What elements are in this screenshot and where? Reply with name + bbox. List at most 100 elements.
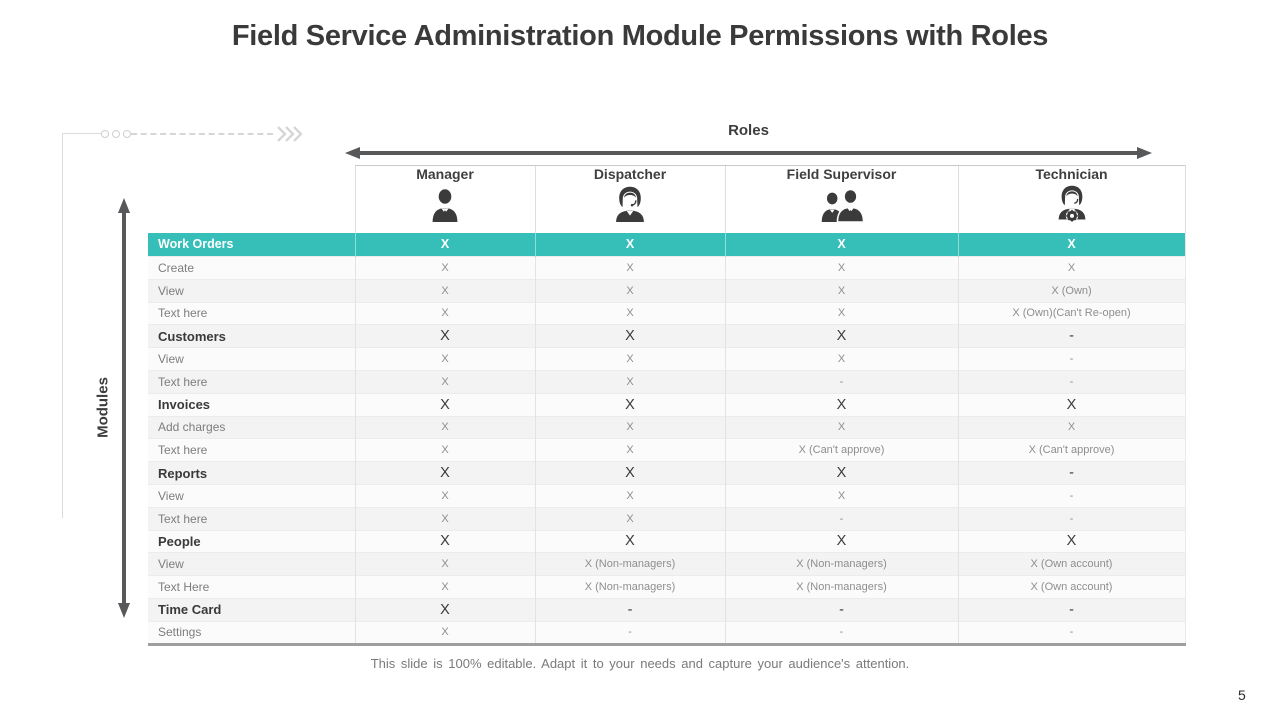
permission-cell: X [724, 415, 958, 439]
table-row: Customers X X X - [148, 324, 1186, 348]
row-label: Customers [148, 324, 355, 348]
permission-cell: X (Non-managers) [724, 575, 958, 599]
decorative-dashed-line [131, 133, 273, 135]
decorative-bracket-line [62, 133, 103, 518]
permission-cell: X (Non-managers) [534, 552, 725, 576]
row-label: Time Card [148, 597, 355, 622]
permission-cell: - [957, 369, 1186, 394]
permission-cell: X (Can't approve) [724, 438, 958, 462]
permission-cell: X [534, 415, 725, 439]
permission-cell: X [354, 347, 535, 371]
permission-cell: X [957, 232, 1186, 257]
row-label: People [148, 529, 355, 553]
column-label: Technician [1035, 166, 1108, 182]
column-label: Dispatcher [593, 166, 667, 182]
table-row: View X X X - [148, 483, 1186, 508]
column-label: Field Supervisor [786, 166, 897, 182]
table-row: Invoices X X X X [148, 392, 1186, 417]
permission-cell: X [534, 483, 725, 508]
permission-cell: X [354, 256, 535, 280]
permission-cell: X [957, 256, 1186, 280]
permission-cell: X [534, 256, 725, 280]
table-row: View X X X X (Own) [148, 278, 1186, 303]
permission-cell: X [724, 232, 958, 257]
permission-cell: - [724, 597, 958, 622]
decorative-circle [123, 130, 131, 138]
table-row: Work Orders X X X X [148, 232, 1186, 257]
column-header-dispatcher: Dispatcher [534, 165, 725, 233]
manager-icon [356, 182, 535, 222]
permission-cell: X (Own) [957, 278, 1186, 303]
permission-cell: X [354, 392, 535, 417]
permission-cell: X (Own)(Can't Re-open) [957, 301, 1186, 325]
permission-cell: X [534, 347, 725, 371]
row-label: Text Here [148, 575, 355, 599]
permission-cell: X [957, 392, 1186, 417]
column-header-field-supervisor: Field Supervisor [724, 165, 958, 233]
permission-cell: X (Own account) [957, 575, 1186, 599]
permission-cell: X [724, 347, 958, 371]
permission-cell: X [354, 301, 535, 325]
permission-cell: X (Non-managers) [724, 552, 958, 576]
field-supervisor-icon [726, 182, 958, 222]
row-label: Invoices [148, 392, 355, 417]
table-row: People X X X X [148, 529, 1186, 553]
row-label: Text here [148, 301, 355, 325]
table-row: Create X X X X [148, 256, 1186, 280]
table-row: View X X (Non-managers) X (Non-managers) X (… [148, 552, 1186, 576]
row-label: Text here [148, 438, 355, 462]
permission-cell: X [534, 461, 725, 485]
permission-cell: - [724, 506, 958, 531]
permission-cell: - [957, 483, 1186, 508]
row-label: Text here [148, 369, 355, 394]
roles-axis-label: Roles [728, 122, 769, 139]
roles-double-arrow [345, 147, 1152, 159]
corner-cell [148, 166, 355, 233]
permission-cell: X [354, 232, 535, 257]
permission-cell: X [534, 278, 725, 303]
table-row: Reports X X X - [148, 461, 1186, 485]
permission-cell: X [354, 461, 535, 485]
permission-cell: X (Non-managers) [534, 575, 725, 599]
permission-cell: - [957, 620, 1186, 645]
row-label: Settings [148, 620, 355, 645]
permission-cell: - [534, 597, 725, 622]
decorative-circle [101, 130, 109, 138]
modules-double-arrow [118, 198, 130, 618]
row-label: View [148, 552, 355, 576]
row-label: Add charges [148, 415, 355, 439]
permission-cell: X [724, 324, 958, 348]
row-label: Create [148, 256, 355, 280]
page-number: 5 [1238, 687, 1246, 703]
permission-cell: X [354, 415, 535, 439]
permission-cell: X (Own account) [957, 552, 1186, 576]
permission-cell: - [534, 620, 725, 645]
permission-cell: X [724, 483, 958, 508]
table-row: Text here X X X X (Own)(Can't Re-open) [148, 301, 1186, 325]
table-row: Settings X - - - [148, 620, 1186, 645]
permission-cell: X [354, 278, 535, 303]
permission-cell: X [354, 369, 535, 394]
permission-cell: X [534, 232, 725, 257]
row-label: View [148, 347, 355, 371]
table-row: Text here X X X (Can't approve) X (Can't app… [148, 438, 1186, 462]
row-label: View [148, 483, 355, 508]
column-header-row: Manager Dispatcher Field Supervisor Technic… [148, 165, 1186, 233]
table-row: Text Here X X (Non-managers) X (Non-manager… [148, 575, 1186, 599]
permission-cell: - [957, 506, 1186, 531]
permission-cell: X [724, 301, 958, 325]
permission-cell: X [724, 461, 958, 485]
permission-cell: X [724, 392, 958, 417]
permission-cell: X [534, 324, 725, 348]
dispatcher-icon [536, 182, 725, 222]
permission-cell: X [534, 438, 725, 462]
permission-cell: X [354, 438, 535, 462]
permission-cell: X [724, 256, 958, 280]
page-title: Field Service Administration Module Perm… [231, 20, 1049, 52]
permission-cell: - [957, 324, 1186, 348]
permission-cell: X [957, 415, 1186, 439]
table-row: Time Card X - - - [148, 597, 1186, 622]
table-row: Text here X X - - [148, 369, 1186, 394]
row-label: Reports [148, 461, 355, 485]
permissions-table: Manager Dispatcher Field Supervisor Technic… [148, 165, 1186, 646]
